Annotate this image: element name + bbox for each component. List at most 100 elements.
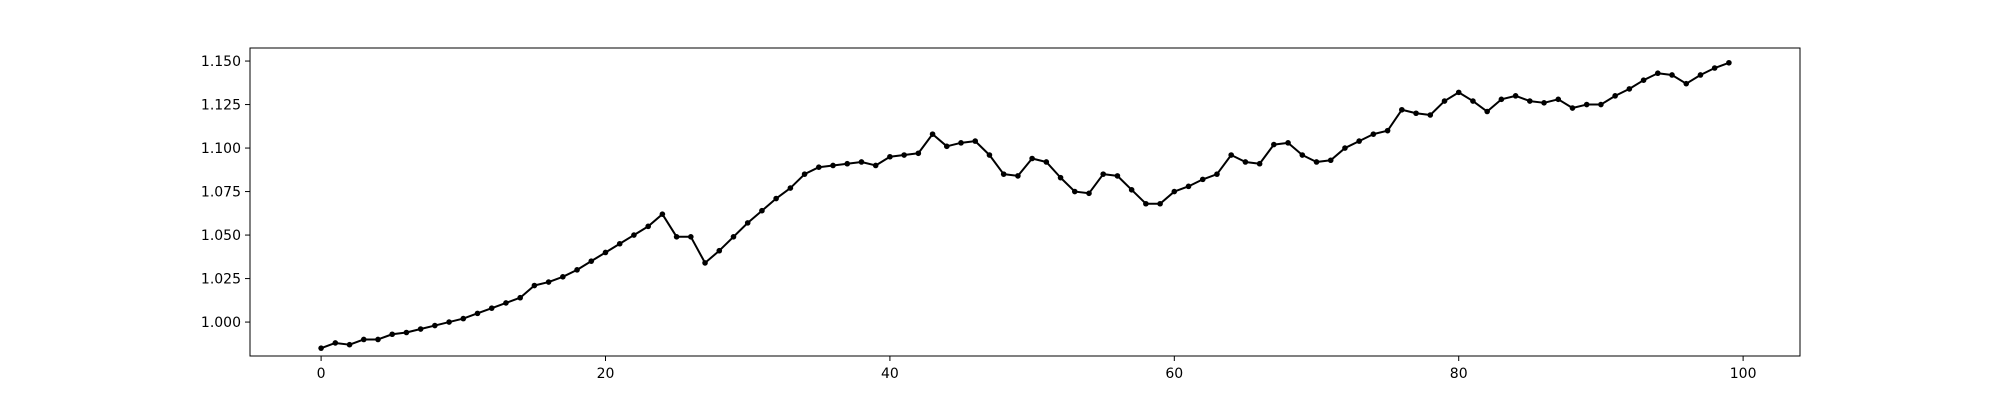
data-point bbox=[986, 152, 993, 158]
data-point bbox=[545, 279, 552, 285]
data-point bbox=[1228, 152, 1234, 158]
data-point bbox=[1171, 188, 1178, 195]
data-point bbox=[460, 315, 467, 322]
data-point bbox=[787, 185, 794, 191]
y-tick-label: 1.125 bbox=[201, 98, 241, 114]
data-point bbox=[503, 300, 509, 306]
data-point bbox=[1441, 98, 1448, 104]
data-point bbox=[1057, 174, 1064, 181]
data-point bbox=[773, 195, 779, 202]
data-point bbox=[1327, 157, 1334, 164]
data-point bbox=[1256, 160, 1263, 167]
data-point bbox=[744, 220, 751, 226]
data-point bbox=[1157, 200, 1163, 207]
data-point bbox=[631, 232, 637, 238]
data-point bbox=[474, 310, 481, 317]
data-point bbox=[1342, 145, 1348, 151]
data-point bbox=[816, 164, 822, 170]
data-point bbox=[375, 336, 381, 343]
data-point bbox=[1711, 65, 1718, 71]
y-tick-label: 1.050 bbox=[201, 228, 241, 244]
x-tick-label: 0 bbox=[317, 366, 326, 382]
data-point bbox=[332, 340, 339, 346]
data-point bbox=[389, 331, 396, 338]
y-tick-label: 1.100 bbox=[201, 141, 241, 157]
x-tick-label: 60 bbox=[1165, 366, 1183, 382]
data-point bbox=[1470, 98, 1476, 104]
data-point bbox=[446, 319, 452, 325]
data-point bbox=[318, 345, 324, 351]
data-point bbox=[1640, 77, 1647, 83]
data-point bbox=[1427, 112, 1434, 118]
data-point bbox=[1370, 131, 1377, 137]
data-point bbox=[1541, 100, 1547, 106]
data-point bbox=[560, 274, 566, 280]
y-tick-label: 1.025 bbox=[201, 272, 241, 288]
data-point bbox=[1143, 200, 1149, 207]
data-point bbox=[1029, 155, 1035, 162]
data-point bbox=[673, 234, 680, 240]
data-point bbox=[517, 294, 523, 301]
data-point bbox=[1384, 127, 1391, 134]
data-point bbox=[588, 258, 595, 264]
plot-area-frame bbox=[249, 47, 1801, 357]
data-point bbox=[943, 143, 950, 150]
data-point bbox=[1655, 70, 1661, 77]
x-axis: 0 20 40 60 80 100 bbox=[317, 356, 1757, 382]
y-tick-label: 1.000 bbox=[201, 315, 241, 331]
data-point bbox=[1313, 159, 1320, 165]
data-point bbox=[958, 140, 964, 146]
data-point bbox=[929, 131, 936, 137]
data-point bbox=[659, 211, 666, 217]
data-point bbox=[360, 336, 367, 343]
data-point bbox=[1199, 176, 1206, 183]
data-point bbox=[1527, 98, 1533, 104]
data-point bbox=[872, 162, 879, 169]
data-point bbox=[1356, 138, 1362, 144]
data-point bbox=[1271, 141, 1277, 148]
data-point bbox=[1669, 72, 1675, 78]
data-point bbox=[488, 305, 495, 311]
data-point bbox=[1726, 59, 1732, 66]
data-point bbox=[887, 153, 893, 160]
data-point bbox=[702, 260, 708, 266]
data-point bbox=[432, 322, 438, 329]
data-point bbox=[1484, 108, 1490, 115]
data-point bbox=[403, 329, 410, 336]
data-point bbox=[730, 234, 737, 240]
data-point bbox=[1071, 188, 1078, 195]
data-point bbox=[1598, 101, 1604, 108]
data-point bbox=[1626, 86, 1633, 92]
data-point bbox=[1555, 96, 1562, 103]
data-point bbox=[1399, 106, 1405, 113]
x-tick-label: 20 bbox=[597, 366, 615, 382]
data-point bbox=[602, 249, 609, 256]
data-point bbox=[844, 160, 851, 167]
data-point bbox=[830, 162, 836, 169]
data-point bbox=[346, 341, 353, 348]
data-point bbox=[574, 267, 580, 273]
data-point bbox=[1612, 93, 1618, 99]
y-tick-label: 1.075 bbox=[201, 185, 241, 201]
data-point bbox=[716, 247, 723, 254]
x-tick-label: 80 bbox=[1450, 366, 1468, 382]
data-point bbox=[1498, 96, 1505, 103]
x-tick-label: 40 bbox=[881, 366, 899, 382]
data-point bbox=[759, 207, 765, 214]
series-layer bbox=[318, 59, 1732, 351]
data-point bbox=[915, 150, 922, 157]
data-point bbox=[1299, 152, 1306, 158]
data-point bbox=[1214, 171, 1220, 177]
data-point bbox=[1683, 80, 1690, 87]
data-point bbox=[1242, 159, 1249, 165]
x-tick-label: 100 bbox=[1730, 366, 1757, 382]
y-axis: 1.000 1.025 1.050 1.075 1.100 1.125 1.150 bbox=[201, 54, 250, 331]
data-point bbox=[645, 223, 651, 230]
data-point bbox=[1114, 173, 1121, 179]
data-point bbox=[1000, 171, 1007, 177]
data-point bbox=[616, 240, 623, 247]
data-point bbox=[688, 234, 694, 240]
data-point bbox=[1015, 173, 1021, 179]
data-point bbox=[901, 152, 907, 158]
